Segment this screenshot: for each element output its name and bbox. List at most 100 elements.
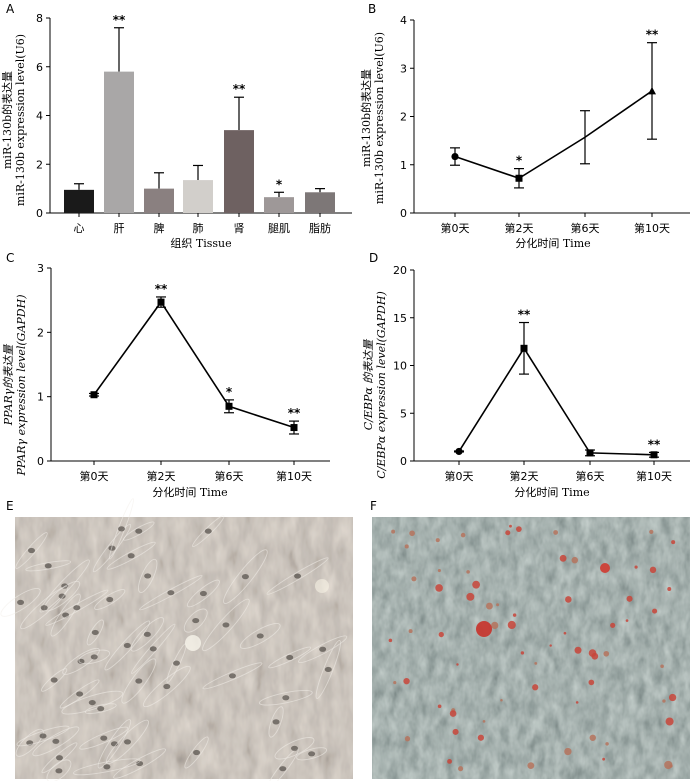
cell-outline xyxy=(137,558,158,593)
cell-outline xyxy=(25,560,72,572)
point-b-0 xyxy=(451,152,459,161)
series-line-b xyxy=(454,90,653,180)
lipid-droplet xyxy=(438,631,444,638)
lipid-droplet xyxy=(411,576,417,582)
panel-label-f: F xyxy=(370,499,377,513)
x-axis-title-b: 分化时间 Time xyxy=(515,236,590,250)
y-ticks-d: 0 5 10 15 20 xyxy=(393,264,414,468)
micrograph-f-texture xyxy=(372,517,690,779)
cell-nucleus xyxy=(256,633,264,639)
cell-outline xyxy=(266,748,299,781)
cell-nucleus xyxy=(308,751,316,757)
cell-nucleus xyxy=(136,760,144,767)
y-tick-label-c-1: 1 xyxy=(37,391,44,404)
cell-outline xyxy=(121,658,157,704)
x-axis-title-c: 分化时间 Time xyxy=(152,485,227,499)
cell-nucleus xyxy=(117,526,125,532)
cell-outline xyxy=(130,617,165,652)
cell-outline xyxy=(15,532,48,569)
points-c xyxy=(90,298,298,432)
x-category-label-a-1: 肝 xyxy=(114,222,125,235)
lipid-droplet xyxy=(449,710,457,717)
lipid-droplet xyxy=(571,556,579,564)
cell-outline xyxy=(73,758,141,776)
lipid-droplet xyxy=(532,684,539,691)
x-category-label-a-5: 腿肌 xyxy=(268,222,290,235)
y-ticks-b: 0 1 2 3 4 xyxy=(400,14,414,220)
error-bars-d xyxy=(454,321,659,458)
lipid-droplet xyxy=(477,734,485,741)
y-tick-label-d-0: 0 xyxy=(400,455,407,468)
lipid-droplet xyxy=(565,596,572,603)
y-tick-label-b-4: 4 xyxy=(400,14,407,27)
cell-outline xyxy=(113,748,167,779)
cell-nucleus xyxy=(124,739,132,745)
cell-outline xyxy=(106,719,149,764)
cell-outline xyxy=(84,703,117,714)
cell-outline xyxy=(266,557,329,595)
significance-b-1: * xyxy=(516,154,523,168)
lipid-droplet xyxy=(553,530,559,535)
x-category-label-c-3: 第10天 xyxy=(276,469,312,483)
y-tick-label-b-0: 0 xyxy=(400,207,407,220)
y-tick-label-d-1: 5 xyxy=(400,407,407,420)
cell-outline xyxy=(139,575,203,611)
lipid-droplet xyxy=(660,664,664,669)
lipid-droplet xyxy=(527,762,535,770)
y-axis-title-cn-a: miR-130b的表达量 xyxy=(0,71,14,169)
lipid-droplet xyxy=(409,530,415,537)
cell-outline xyxy=(223,549,268,604)
x-axis-title-d: 分化时间 Time xyxy=(514,485,589,499)
cell-nucleus xyxy=(127,553,135,559)
lipid-droplet xyxy=(466,592,475,601)
panel-label-e: E xyxy=(6,499,14,513)
cell-outline xyxy=(45,589,109,626)
y-axis-title-cn-d: C/EBPα 的表达量 xyxy=(362,339,375,431)
cell-outline xyxy=(296,747,328,761)
cell-nucleus xyxy=(40,605,48,611)
cell-outline xyxy=(106,541,156,570)
panel-label-a: A xyxy=(6,2,15,16)
cell-outline xyxy=(0,587,41,617)
lipid-droplet xyxy=(435,584,443,592)
y-axis-title-en-d: C/EBPα expression level(GAPDH) xyxy=(375,291,388,479)
lipid-droplet xyxy=(634,565,638,569)
cell-nucleus xyxy=(73,605,81,611)
x-category-label-c-1: 第2天 xyxy=(147,469,176,483)
x-category-label-a-3: 肺 xyxy=(193,222,204,235)
cell-nucleus xyxy=(222,622,230,628)
significance-c-2: * xyxy=(226,385,233,399)
lipid-droplet xyxy=(605,742,609,746)
x-category-label-a-0: 心 xyxy=(74,222,85,235)
lipid-droplet xyxy=(549,644,552,647)
lipid-droplet xyxy=(388,638,393,643)
x-categories-b: 第0天 第2天 第6天 第10天 xyxy=(441,213,670,235)
cell-outline xyxy=(86,619,104,646)
lipid-droplet xyxy=(456,663,459,666)
panel-a: A 02468 ***** 心肝脾肺肾腿肌 脂肪 组织 Tissue miR-13… xyxy=(0,2,352,250)
significance-marks-a: ***** xyxy=(113,13,283,192)
series-line-path-d xyxy=(458,346,655,456)
cell-nucleus xyxy=(241,574,249,580)
series-line-path-c xyxy=(93,300,295,429)
significance-b-3: ** xyxy=(646,28,659,42)
cell-outline xyxy=(258,689,313,706)
error-bars-c xyxy=(89,296,299,435)
cell-outline xyxy=(46,759,72,781)
lipid-droplet xyxy=(664,760,673,770)
cell-outline xyxy=(16,725,70,747)
lipid-droplet xyxy=(588,679,595,686)
x-categories-d: 第0天 第2天 第6天 第10天 xyxy=(445,461,672,483)
point-c-2 xyxy=(225,402,233,410)
cell-nucleus xyxy=(55,768,63,774)
lipid-droplet xyxy=(662,699,666,703)
cell-nucleus xyxy=(135,528,143,534)
bar-a-4 xyxy=(224,130,254,213)
cell-nucleus xyxy=(76,691,84,697)
panel-label-c: C xyxy=(6,251,14,265)
lipid-droplet xyxy=(665,717,674,726)
